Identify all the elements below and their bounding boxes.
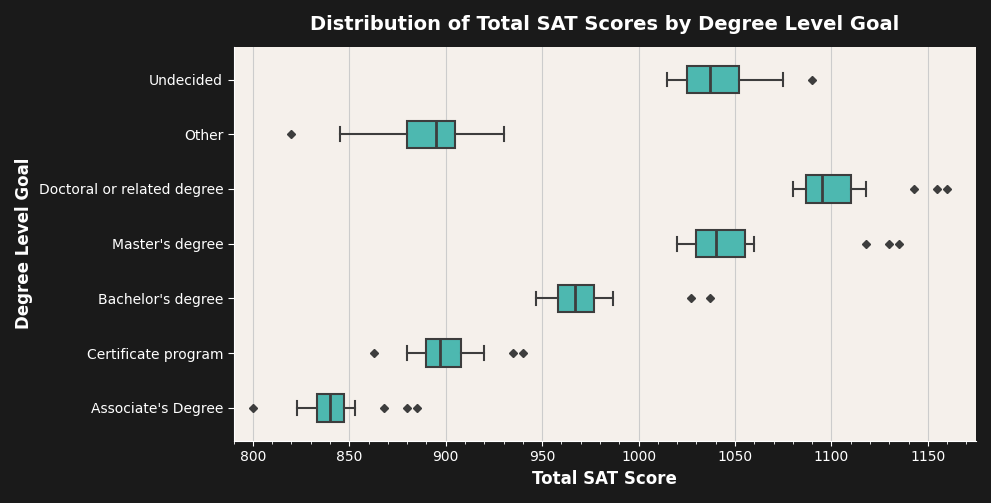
PathPatch shape <box>697 230 744 258</box>
PathPatch shape <box>426 340 461 367</box>
PathPatch shape <box>407 121 455 148</box>
X-axis label: Total SAT Score: Total SAT Score <box>532 470 677 488</box>
Title: Distribution of Total SAT Scores by Degree Level Goal: Distribution of Total SAT Scores by Degr… <box>310 15 900 34</box>
PathPatch shape <box>687 66 739 93</box>
PathPatch shape <box>807 175 850 203</box>
Y-axis label: Degree Level Goal: Degree Level Goal <box>15 158 33 329</box>
PathPatch shape <box>558 285 595 312</box>
PathPatch shape <box>316 394 344 422</box>
